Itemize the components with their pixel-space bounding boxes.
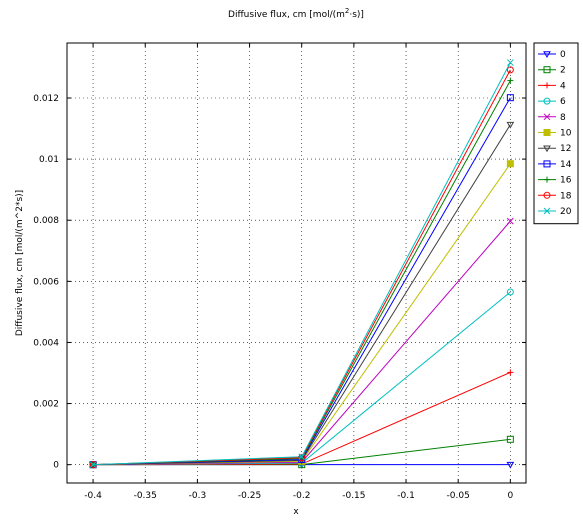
series-line [93, 291, 511, 466]
series-line [93, 371, 511, 466]
legend-entry: 16 [538, 176, 572, 186]
axis-ticks: -0.4 -0.35 -0.3 -0.25 -0.2 -0.15 -0.1 -0.05 0 0 0.… [33, 43, 526, 501]
x-tick-label: -0.35 [134, 491, 157, 501]
legend-label: 12 [560, 144, 571, 154]
legend-entry: 0 [538, 50, 566, 60]
y-tick-label: 0.002 [33, 400, 59, 410]
data-point [506, 217, 514, 225]
legend-entry: 20 [538, 207, 572, 217]
legend-box [533, 42, 579, 225]
chart-title: Diffusive flux, cm [mol/(m2·s)] [228, 7, 364, 20]
legend-marker [543, 145, 551, 153]
y-tick-label: 0.008 [33, 216, 59, 226]
data-point [507, 369, 514, 376]
legend-entry: 10 [538, 129, 572, 139]
x-tick-label: -0.05 [447, 491, 470, 501]
x-tick-label: -0.3 [189, 491, 207, 501]
y-tick-label: 0.004 [33, 338, 59, 348]
y-axis-label: Diffusive flux, cm [mol/(m^2*s)] [15, 190, 25, 336]
legend-entry: 14 [538, 160, 572, 170]
legend-marker [543, 207, 551, 215]
data-point [507, 77, 514, 84]
data-point [506, 121, 515, 129]
series-20 [89, 59, 514, 469]
legend-marker [543, 66, 551, 74]
legend-label: 4 [560, 81, 566, 91]
legend-marker [543, 97, 551, 105]
legend-label: 6 [560, 97, 566, 107]
x-tick-label: -0.1 [397, 491, 415, 501]
legend-marker [543, 129, 551, 136]
data-point [506, 435, 514, 443]
x-tick-label: -0.4 [84, 491, 102, 501]
legend-entry: 12 [538, 144, 571, 154]
legend-label: 16 [560, 176, 572, 186]
legend-entry: 18 [538, 191, 572, 201]
plot-area-frame [66, 42, 527, 484]
legend-entry: 8 [538, 113, 566, 123]
data-point [506, 66, 514, 74]
x-tick-label: 0 [507, 491, 513, 501]
y-tick-label: 0.01 [39, 155, 59, 165]
grid [67, 43, 526, 483]
series-layer [89, 59, 515, 469]
series-4 [90, 369, 514, 468]
series-16 [90, 77, 514, 468]
data-point [506, 461, 515, 469]
legend-marker [543, 160, 551, 168]
data-point [89, 461, 97, 469]
legend-marker [543, 113, 551, 121]
chart-title-tail: ·s)] [349, 10, 364, 20]
legend-label: 20 [560, 207, 572, 217]
legend-label: 18 [560, 191, 572, 201]
data-point [298, 454, 306, 462]
x-axis-label: x [293, 507, 299, 517]
chart-title-superscript: 2 [345, 7, 349, 15]
legend-label: 10 [560, 129, 572, 139]
legend-entry: 2 [538, 66, 566, 76]
legend-label: 2 [560, 66, 566, 76]
legend: 0 2 4 6 8 10 12 14 16 18 20 [533, 42, 579, 225]
legend-entry: 6 [538, 97, 566, 107]
chart-title-main: Diffusive flux, cm [mol/(m [228, 10, 345, 20]
legend-marker [544, 82, 550, 89]
data-point [298, 453, 306, 461]
data-point [506, 160, 514, 168]
data-point [506, 94, 514, 102]
y-tick-label: 0.012 [33, 94, 59, 104]
legend-entry: 4 [538, 81, 566, 91]
legend-marker [543, 51, 551, 59]
legend-label: 0 [560, 50, 566, 60]
x-tick-label: -0.15 [342, 491, 365, 501]
legend-marker [544, 176, 550, 183]
series-10 [89, 160, 514, 469]
y-tick-label: 0.006 [33, 277, 59, 287]
legend-label: 14 [560, 160, 572, 170]
x-tick-label: -0.25 [238, 491, 261, 501]
data-point [506, 59, 514, 66]
y-tick-label: 0 [53, 461, 59, 471]
data-point [506, 288, 514, 296]
legend-marker [543, 191, 551, 199]
x-tick-label: -0.2 [293, 491, 311, 501]
legend-label: 8 [560, 113, 566, 123]
